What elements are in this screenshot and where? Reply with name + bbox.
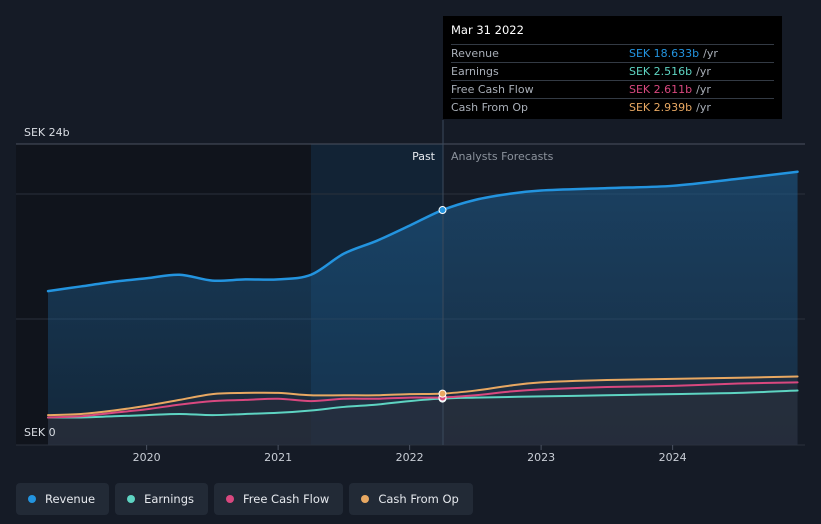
x-tick-label: 2021 — [264, 451, 292, 464]
legend-item-earnings[interactable]: Earnings — [115, 483, 208, 515]
tooltip-value: SEK 2.939b — [629, 101, 693, 114]
data-tooltip: Mar 31 2022 Revenue SEK 18.633b /yr Earn… — [443, 16, 782, 119]
x-tick-label: 2020 — [133, 451, 161, 464]
hover-point — [438, 389, 447, 398]
hover-point — [438, 206, 447, 215]
tooltip-unit: /yr — [696, 83, 711, 96]
legend-item-cash-from-op[interactable]: Cash From Op — [349, 483, 473, 515]
tooltip-row-earnings: Earnings SEK 2.516b /yr — [451, 62, 774, 80]
legend-item-free-cash-flow[interactable]: Free Cash Flow — [214, 483, 344, 515]
x-tick-label: 2024 — [659, 451, 687, 464]
tooltip-row-cash-from-op: Cash From Op SEK 2.939b /yr — [451, 98, 774, 116]
series-line-cash-from-op — [47, 375, 799, 417]
legend-dot-icon — [226, 495, 234, 503]
legend-label: Cash From Op — [378, 492, 459, 506]
past-label: Past — [412, 150, 436, 163]
x-axis-ticks: 2020 2021 2022 2023 2024 — [133, 445, 687, 464]
series-lines — [46, 170, 799, 419]
series-line-free-cash-flow — [47, 381, 799, 419]
tooltip-unit: /yr — [703, 47, 718, 60]
series-area — [48, 390, 798, 445]
series-area — [48, 382, 798, 445]
tooltip-date: Mar 31 2022 — [451, 23, 524, 37]
forecast-label: Analysts Forecasts — [451, 150, 554, 163]
tooltip-label: Revenue — [451, 47, 499, 60]
legend-dot-icon — [361, 495, 370, 503]
x-tick-label: 2022 — [396, 451, 424, 464]
x-tick-label: 2023 — [527, 451, 555, 464]
series-fills — [48, 171, 798, 445]
tooltip-row-revenue: Revenue SEK 18.633b /yr — [451, 44, 774, 62]
tooltip-label: Free Cash Flow — [451, 83, 534, 96]
legend-label: Earnings — [144, 492, 194, 506]
chart-legend: Revenue Earnings Free Cash Flow Cash Fro… — [16, 483, 473, 515]
tooltip-label: Cash From Op — [451, 101, 529, 114]
tooltip-value: SEK 2.611b — [629, 83, 693, 96]
series-line-revenue — [46, 170, 799, 293]
legend-item-revenue[interactable]: Revenue — [16, 483, 110, 515]
series-line-earnings — [47, 389, 799, 419]
tooltip-row-free-cash-flow: Free Cash Flow SEK 2.611b /yr — [451, 80, 774, 98]
tooltip-value: SEK 18.633b — [629, 47, 700, 60]
legend-dot-icon — [127, 495, 136, 503]
tooltip-unit: /yr — [696, 65, 711, 78]
legend-dot-icon — [28, 495, 36, 503]
tooltip-unit: /yr — [696, 101, 711, 114]
tooltip-label: Earnings — [451, 65, 499, 78]
y-axis-bottom-label: SEK 0 — [24, 426, 56, 439]
hover-markers — [438, 206, 447, 403]
tooltip-value: SEK 2.516b — [629, 65, 693, 78]
legend-label: Free Cash Flow — [243, 492, 330, 506]
legend-label: Revenue — [45, 492, 96, 506]
y-axis-top-label: SEK 24b — [24, 126, 70, 139]
revenue-area — [48, 171, 798, 445]
